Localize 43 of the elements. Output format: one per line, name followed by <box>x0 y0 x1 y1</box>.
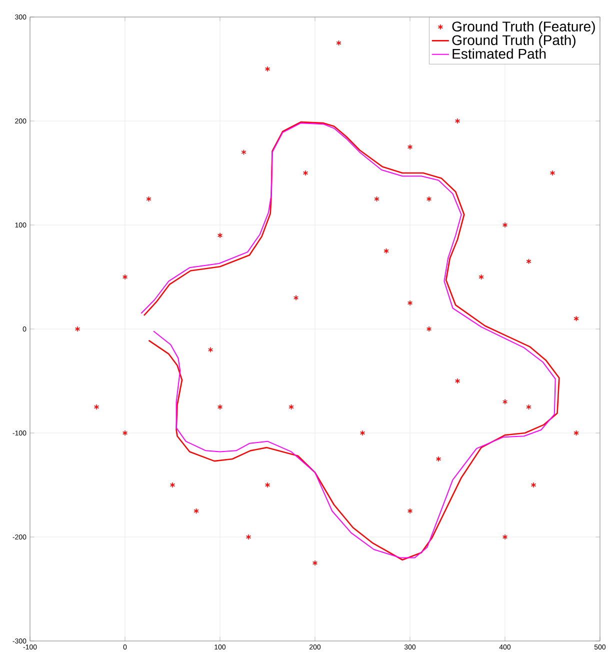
point <box>302 170 308 176</box>
point <box>293 294 299 301</box>
point <box>502 222 508 228</box>
point <box>74 326 80 332</box>
point <box>122 430 128 436</box>
point <box>374 196 380 202</box>
point <box>502 534 508 540</box>
point <box>426 326 432 332</box>
point <box>264 66 270 72</box>
point <box>526 258 532 264</box>
point <box>454 378 460 384</box>
legend-label: Estimated Path <box>452 48 546 59</box>
point <box>217 232 223 238</box>
point <box>574 316 579 322</box>
point <box>122 274 128 280</box>
point <box>478 274 484 280</box>
point <box>264 482 270 488</box>
point <box>288 404 294 410</box>
point <box>407 508 413 514</box>
point <box>194 508 199 514</box>
point <box>360 430 366 436</box>
point <box>574 430 579 436</box>
point <box>454 118 460 124</box>
point <box>312 560 318 566</box>
point <box>208 346 214 353</box>
point <box>146 196 152 202</box>
point <box>550 170 556 176</box>
legend-label: Ground Truth (Path) <box>452 34 576 48</box>
point <box>530 482 536 488</box>
point <box>217 404 223 410</box>
point <box>526 404 532 410</box>
legend-label: Ground Truth (Feature) <box>452 21 595 34</box>
point <box>436 456 442 462</box>
point <box>384 248 389 254</box>
point <box>241 149 246 156</box>
point <box>426 196 432 202</box>
point <box>94 404 100 410</box>
point <box>502 398 508 405</box>
point <box>407 144 413 150</box>
point <box>170 482 176 488</box>
point <box>246 534 252 540</box>
point <box>407 300 413 306</box>
point <box>336 40 342 46</box>
